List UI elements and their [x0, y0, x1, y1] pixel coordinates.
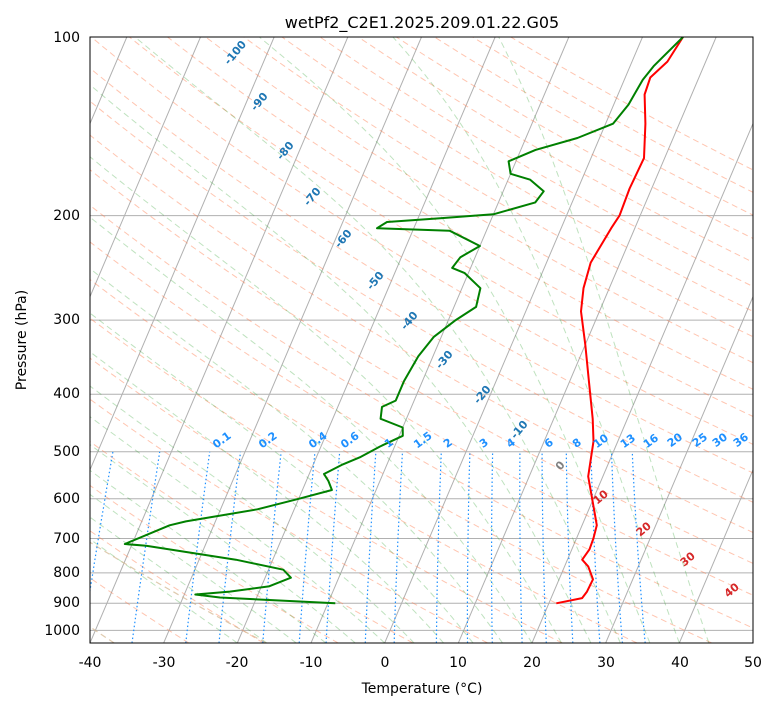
chart-title: wetPf2_C2E1.2025.209.01.22.G05 — [285, 13, 559, 33]
y-tick-label: 500 — [53, 444, 80, 460]
y-tick-label: 900 — [53, 595, 80, 611]
x-axis-label: Temperature (°C) — [361, 681, 483, 697]
x-tick-label: 0 — [381, 655, 390, 671]
y-tick-label: 100 — [53, 30, 80, 46]
y-tick-label: 300 — [53, 312, 80, 328]
x-tick-label: 30 — [597, 655, 615, 671]
x-tick-label: 40 — [671, 655, 689, 671]
y-tick-label: 1000 — [44, 623, 80, 639]
x-tick-label: 10 — [449, 655, 467, 671]
x-tick-label: -10 — [300, 655, 323, 671]
x-tick-label: 50 — [744, 655, 762, 671]
x-tick-label: -20 — [226, 655, 249, 671]
x-tick-label: -30 — [153, 655, 176, 671]
y-tick-label: 600 — [53, 491, 80, 507]
y-tick-label: 700 — [53, 531, 80, 547]
x-tick-label: -40 — [79, 655, 102, 671]
y-tick-label: 800 — [53, 565, 80, 581]
y-tick-label: 200 — [53, 208, 80, 224]
y-tick-label: 400 — [53, 386, 80, 402]
y-axis-label: Pressure (hPa) — [14, 290, 30, 390]
x-tick-label: 20 — [523, 655, 541, 671]
